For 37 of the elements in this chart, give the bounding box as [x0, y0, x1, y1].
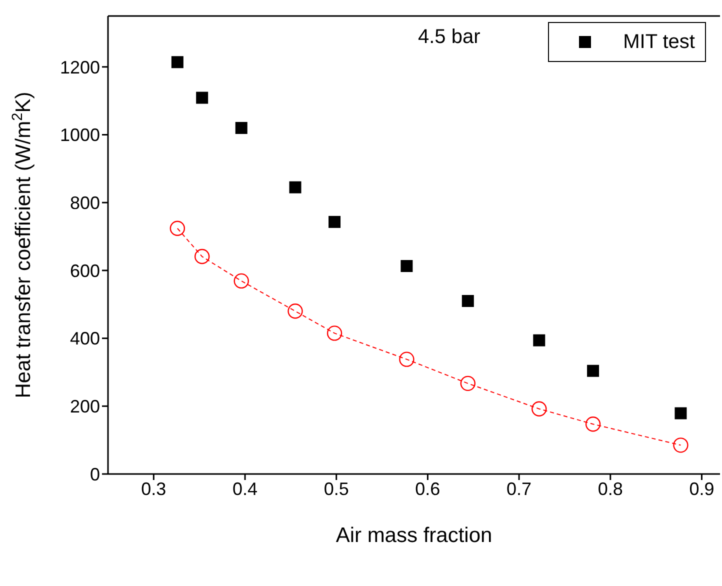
point: [399, 352, 414, 367]
point: [674, 407, 687, 420]
point: [585, 416, 601, 432]
y-tick-label: 1000: [60, 125, 100, 146]
x-tick-label: 0.5: [324, 478, 349, 499]
point: [235, 122, 248, 134]
y-tick-label: 800: [70, 192, 100, 213]
x-tick-label: 0.9: [689, 478, 714, 499]
x-axis-title: Air mass fraction: [336, 524, 492, 547]
point: [196, 92, 208, 104]
y-tick-label: 0: [90, 464, 100, 484]
point: [532, 401, 547, 416]
point: [673, 438, 688, 453]
y-tick-label: 1200: [60, 57, 100, 78]
point: [460, 376, 476, 392]
point: [533, 334, 546, 346]
annotation: 4.5 bar: [418, 26, 480, 49]
point: [289, 181, 302, 194]
x-tick-label: 0.7: [506, 478, 532, 499]
legend-label: MIT test: [623, 30, 695, 54]
x-tick-label: 0.3: [141, 478, 166, 499]
point: [170, 220, 186, 236]
point: [194, 248, 210, 264]
x-tick-label: 0.8: [598, 478, 623, 499]
y-tick-label: 200: [70, 396, 100, 417]
point: [288, 304, 303, 319]
point: [171, 56, 184, 68]
point: [400, 260, 413, 272]
y-tick-label: 600: [70, 260, 100, 281]
point: [326, 326, 342, 341]
point: [234, 273, 249, 289]
x-tick-label: 0.6: [415, 478, 440, 499]
x-tick-label: 0.4: [232, 478, 258, 499]
point: [587, 364, 600, 377]
point: [462, 294, 474, 307]
point: [328, 216, 341, 228]
y-tick-label: 400: [70, 328, 100, 349]
